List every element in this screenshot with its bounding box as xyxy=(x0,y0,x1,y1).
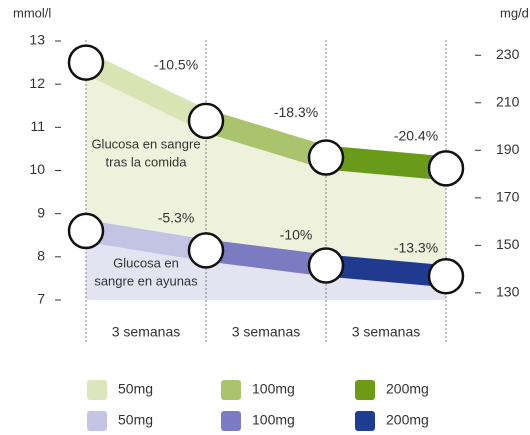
x-tick-label: 3 semanas xyxy=(232,324,300,340)
y-tick-label: 13 xyxy=(29,32,45,48)
legend-swatch xyxy=(221,380,241,400)
legend-swatch xyxy=(355,380,375,400)
point xyxy=(67,212,105,250)
y2-tick-label: 150 xyxy=(496,236,520,252)
y-tick-label: 10 xyxy=(29,161,45,177)
y2-tick-label: 230 xyxy=(496,46,520,62)
ribbon xyxy=(86,50,206,133)
point xyxy=(307,139,345,176)
ribbon xyxy=(206,108,326,170)
legend-label: 50mg xyxy=(118,381,153,397)
y-tick-label: 7 xyxy=(37,291,45,307)
y2-tick-label: 190 xyxy=(496,141,520,157)
point xyxy=(427,150,465,187)
point xyxy=(187,232,225,269)
change-label: -10% xyxy=(280,227,313,243)
legend-label: 200mg xyxy=(386,412,429,428)
ribbon xyxy=(326,145,446,181)
x-tick-label: 3 semanas xyxy=(352,324,420,340)
y-tick-label: 12 xyxy=(29,75,45,91)
legend-label: 50mg xyxy=(118,412,153,428)
change-label: -5.3% xyxy=(158,209,195,225)
change-label: -13.3% xyxy=(394,240,438,256)
legend-label: 200mg xyxy=(386,381,429,397)
point xyxy=(427,258,465,295)
legend-swatch xyxy=(87,411,107,431)
ribbon xyxy=(206,239,326,277)
legend-label: 100mg xyxy=(252,381,295,397)
ribbon xyxy=(326,254,446,288)
change-label: -18.3% xyxy=(274,104,318,120)
series-label: Glucosa en xyxy=(113,255,179,270)
x-tick-label: 3 semanas xyxy=(112,324,180,340)
y-axis-title: mmol/l xyxy=(13,5,51,20)
series-label: tras la comida xyxy=(106,154,188,169)
point xyxy=(307,247,345,284)
y2-tick-label: 210 xyxy=(496,93,520,109)
ribbon xyxy=(86,219,206,262)
legend-swatch xyxy=(87,380,107,400)
series-label: sangre en ayunas xyxy=(94,273,198,288)
y-tick-label: 9 xyxy=(37,204,45,220)
change-label: -20.4% xyxy=(394,128,438,144)
point xyxy=(67,44,105,81)
y2-axis-title: mg/dL xyxy=(500,5,530,20)
y2-tick-label: 170 xyxy=(496,189,520,205)
series-label: Glucosa en sangre xyxy=(91,136,200,151)
y-tick-label: 11 xyxy=(30,118,45,134)
point xyxy=(187,102,225,140)
legend-label: 100mg xyxy=(252,412,295,428)
y2-tick-label: 130 xyxy=(496,284,520,300)
change-label: -10.5% xyxy=(154,56,198,72)
legend-swatch xyxy=(355,411,375,431)
legend-swatch xyxy=(221,411,241,431)
y-tick-label: 8 xyxy=(37,248,45,264)
